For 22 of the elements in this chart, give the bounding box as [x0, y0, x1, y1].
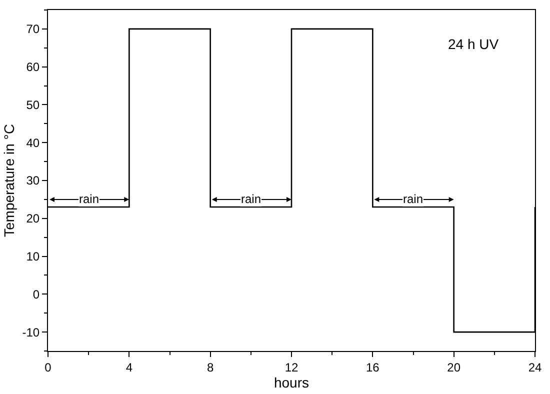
y-tick-label: 60 [26, 60, 40, 74]
y-tick-label: 70 [26, 22, 40, 36]
y-tick-label: -10 [22, 325, 40, 340]
x-tick-label: 24 [528, 360, 542, 374]
y-tick-label: 20 [26, 212, 40, 226]
y-tick-label: 10 [26, 249, 40, 264]
x-axis-title: hours [274, 374, 310, 390]
y-tick-label: 50 [26, 98, 40, 112]
x-tick-label: 12 [284, 360, 298, 374]
annotation: rain [403, 192, 424, 206]
y-axis-title: Temperature in °C [0, 124, 17, 237]
x-tick-label: 20 [447, 360, 461, 374]
x-tick-label: 4 [126, 360, 133, 374]
y-tick-label: 0 [32, 287, 40, 302]
annotation: 24 h UV [448, 36, 500, 52]
y-tick-label: 40 [26, 136, 40, 150]
x-tick-label: 16 [366, 360, 380, 374]
annotation: rain [241, 192, 262, 206]
x-tick-label: 8 [206, 360, 214, 374]
y-tick-label: 30 [26, 174, 40, 188]
x-tick-label: 0 [44, 360, 52, 374]
annotation: rain [79, 192, 100, 206]
